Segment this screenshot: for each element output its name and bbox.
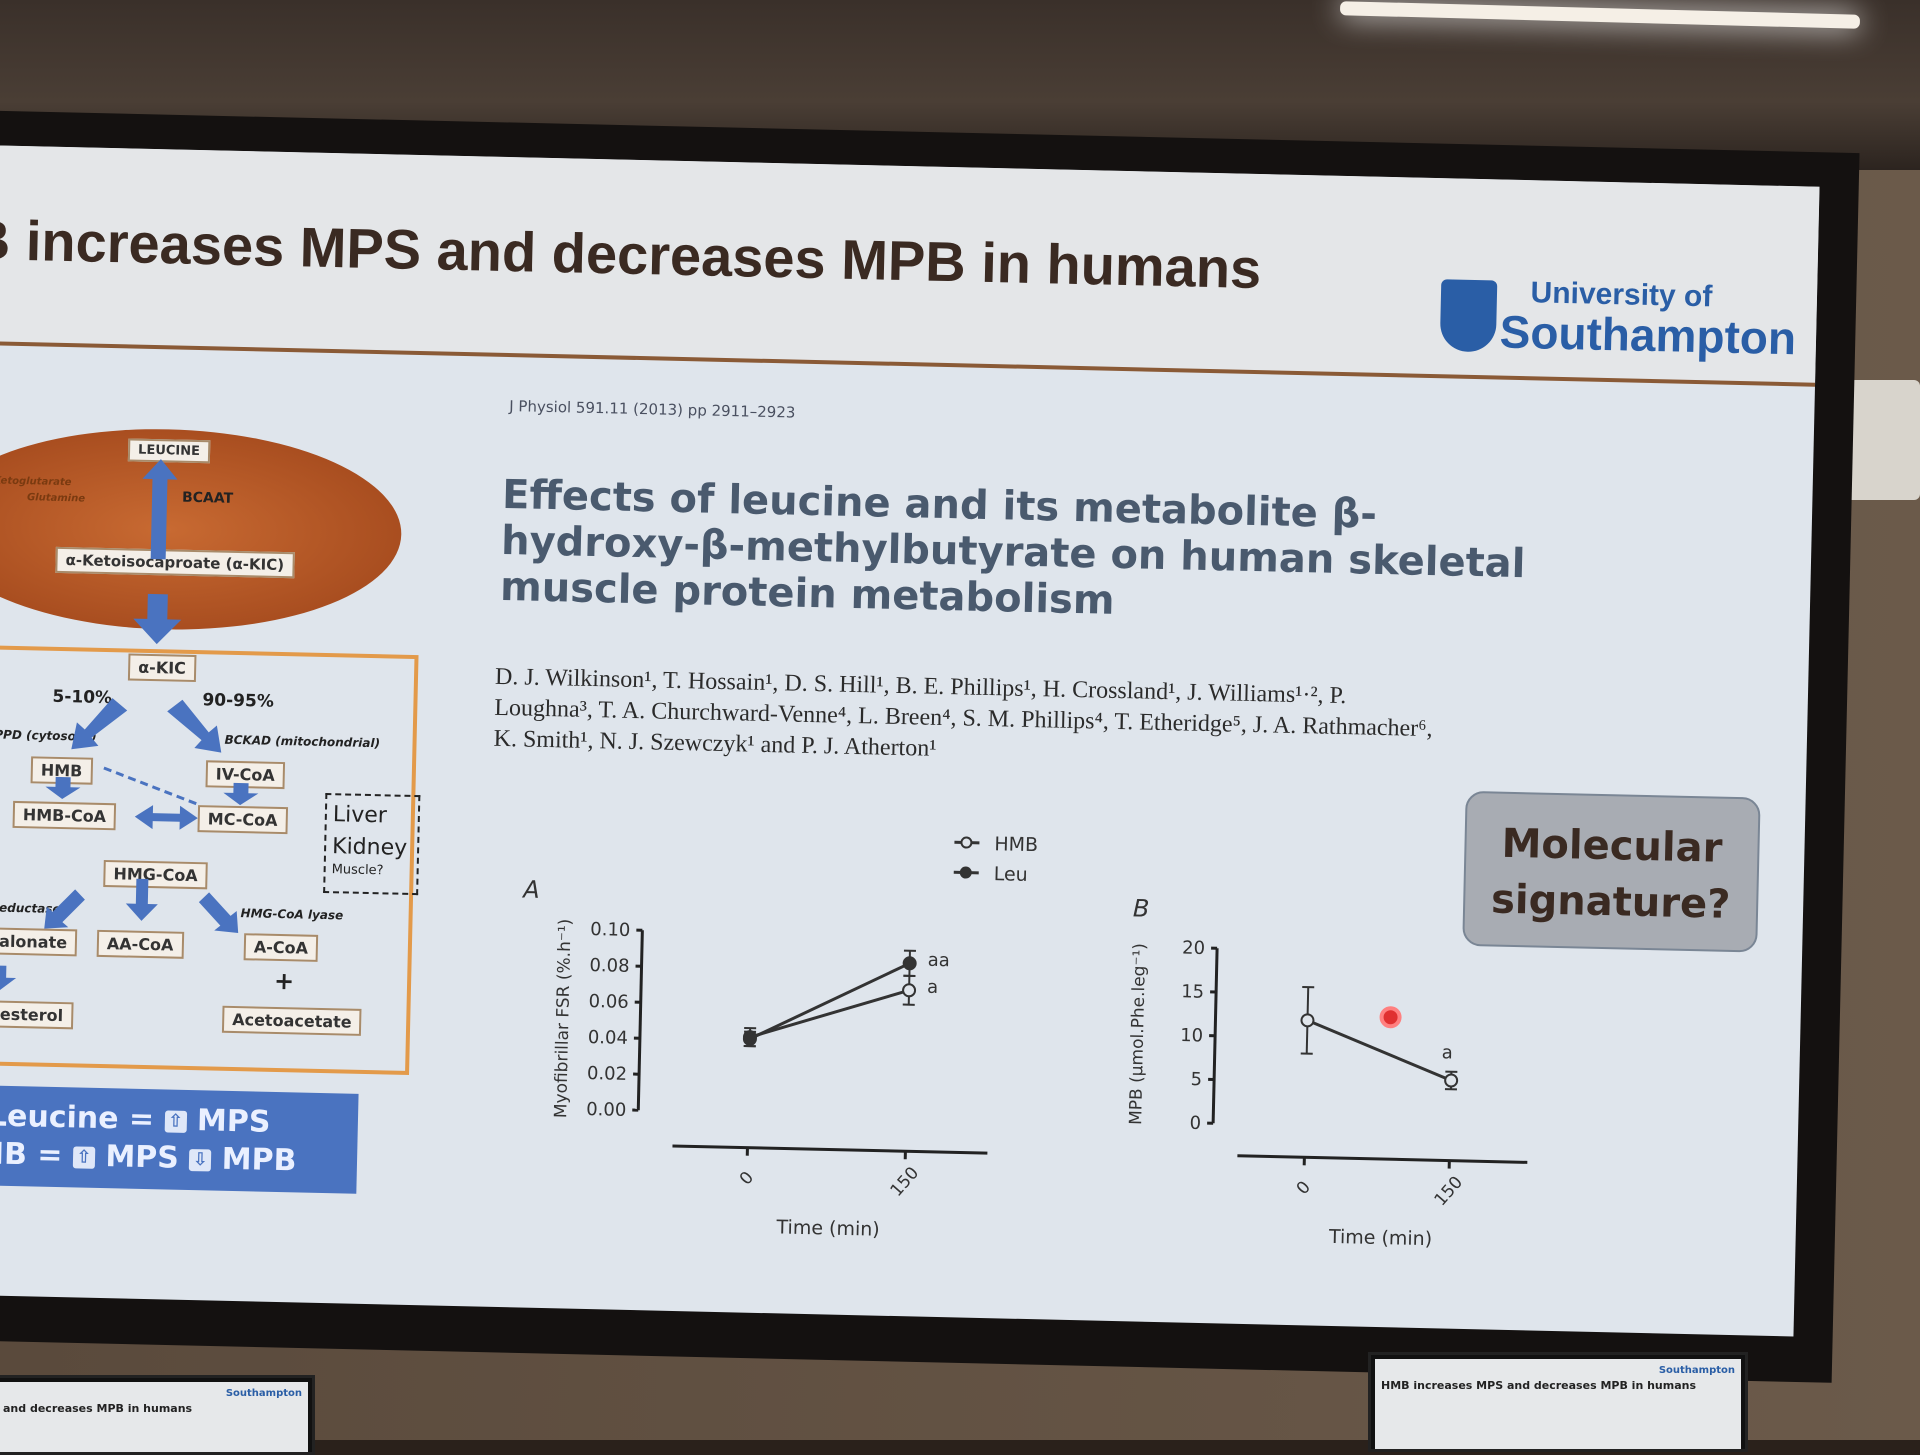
legend-marker <box>961 867 971 877</box>
double-arrow-icon <box>135 805 199 830</box>
right-branch-arrow-icon <box>166 699 222 752</box>
y-tick-label: 15 <box>1181 981 1204 1003</box>
x-axis <box>1237 1156 1527 1163</box>
legend-marker <box>961 837 971 847</box>
panel-label: B <box>1133 894 1150 922</box>
diagram-arrows <box>0 455 266 997</box>
down-arrow-icon <box>133 594 182 645</box>
x-tick-label: 0 <box>736 1168 758 1189</box>
reductase-arrow-icon <box>44 889 85 930</box>
dashed-arrow <box>103 768 201 805</box>
bcaat-arrow-icon <box>141 459 178 560</box>
y-axis-label: MPB (µmol.Phe.leg⁻¹) <box>1126 943 1150 1125</box>
monitor-left-logo: Southampton <box>3 1386 302 1401</box>
y-tick-label: 0.08 <box>589 955 630 977</box>
x-tick-label: 150 <box>1431 1173 1467 1211</box>
monitor-right-logo: Southampton <box>1381 1363 1735 1378</box>
x-axis-label: Time (min) <box>1328 1226 1433 1250</box>
y-tick-label: 0 <box>1189 1113 1201 1134</box>
x-axis <box>672 1146 987 1153</box>
panel-label: A <box>521 875 540 903</box>
y-axis <box>638 930 642 1110</box>
cholesterol-arrow-icon <box>0 965 16 992</box>
x-axis-label: Time (min) <box>775 1216 880 1240</box>
laser-pointer-dot <box>1381 1008 1399 1026</box>
left-branch-arrow-icon <box>71 697 127 750</box>
significance-label: a <box>1442 1042 1454 1063</box>
y-tick-label: 5 <box>1190 1069 1202 1090</box>
y-tick-label: 0.06 <box>588 991 629 1013</box>
y-axis-label: Myofibrillar FSR (%.h⁻¹) <box>551 919 576 1119</box>
y-tick-label: 0.10 <box>590 919 631 941</box>
series-line-HMB <box>750 987 909 1041</box>
monitor-left-title: and decreases MPB in humans <box>3 1401 302 1416</box>
monitor-right-title: HMB increases MPS and decreases MPB in h… <box>1381 1378 1735 1393</box>
x-tick-label: 150 <box>887 1163 923 1201</box>
significance-label: aa <box>928 950 951 971</box>
y-tick-label: 20 <box>1182 937 1205 959</box>
aacoa-arrow-icon <box>125 879 158 922</box>
legend-label-HMB: HMB <box>994 833 1038 856</box>
slide: HMB increases MPS and decreases MPB in h… <box>0 145 1820 1336</box>
series-line-HMB <box>1306 1020 1452 1080</box>
ceiling-light <box>1340 1 1860 29</box>
y-tick-label: 10 <box>1180 1025 1203 1047</box>
y-tick-label: 0.00 <box>586 1099 627 1121</box>
data-point-Leu <box>744 1033 756 1045</box>
hmb-arrow-icon <box>45 777 80 800</box>
legend-label-Leu: Leu <box>993 863 1027 886</box>
data-point-HMB <box>903 984 915 996</box>
y-tick-label: 0.02 <box>587 1063 628 1085</box>
data-point-HMB <box>1301 1014 1313 1026</box>
data-point-HMB <box>1445 1074 1457 1086</box>
significance-label: a <box>927 977 939 998</box>
x-tick-label: 0 <box>1293 1177 1315 1198</box>
data-point-Leu <box>904 957 916 969</box>
ivcoa-arrow-icon <box>223 783 258 806</box>
y-tick-label: 0.04 <box>588 1027 629 1049</box>
lyase-arrow-icon <box>198 892 239 933</box>
